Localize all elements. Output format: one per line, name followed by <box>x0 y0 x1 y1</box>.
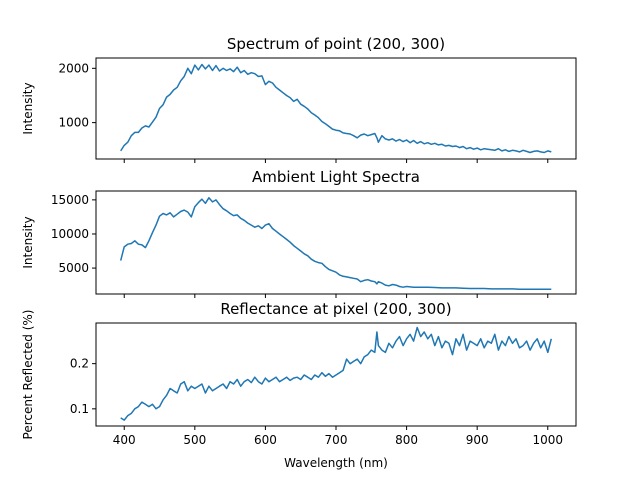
y-tick-label: 5000 <box>58 261 89 275</box>
series-line <box>119 197 552 290</box>
x-tick-label: 900 <box>466 433 489 447</box>
y-tick-label: 2000 <box>58 61 89 75</box>
x-tick-label: 500 <box>183 433 206 447</box>
y-tick-label: 15000 <box>51 193 89 207</box>
y-tick-label: 10000 <box>51 227 89 241</box>
plot-title: Reflectance at pixel (200, 300) <box>220 300 451 318</box>
plot-frame <box>95 57 577 160</box>
y-tick-label: 0.2 <box>70 357 89 371</box>
x-tick-label: 700 <box>325 433 348 447</box>
y-axis-label: Intensity <box>21 82 35 134</box>
plot-title: Ambient Light Spectra <box>252 168 420 186</box>
y-axis-label: Intensity <box>21 216 35 268</box>
x-tick-label: 800 <box>395 433 418 447</box>
plot-title: Spectrum of point (200, 300) <box>227 35 445 53</box>
y-tick-label: 1000 <box>58 116 89 130</box>
subplot-2: Ambient Light Spectra 5000 10000 15000 Inten… <box>21 168 577 298</box>
plot-frame <box>95 190 577 295</box>
x-tick-label: 400 <box>113 433 136 447</box>
x-tick-label: 600 <box>254 433 277 447</box>
x-tick-label: 1000 <box>532 433 563 447</box>
series-line <box>120 63 552 154</box>
y-tick-label: 0.1 <box>70 402 89 416</box>
plot-frame <box>95 322 577 427</box>
y-axis-label: Percent Reflected (%) <box>21 310 35 440</box>
subplot-3: Reflectance at pixel (200, 300) 400 500 600… <box>21 300 577 470</box>
series-line <box>120 326 553 421</box>
x-axis-label: Wavelength (nm) <box>284 456 388 470</box>
subplot-1: Spectrum of point (200, 300) 1000 2000 Inte… <box>21 35 577 163</box>
